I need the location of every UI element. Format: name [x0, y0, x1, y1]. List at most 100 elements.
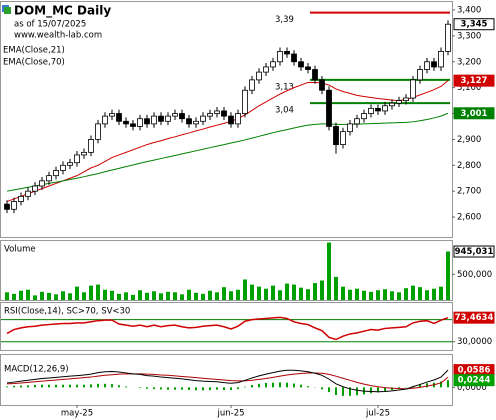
histogram-bar [167, 387, 169, 390]
line [6, 372, 449, 390]
histogram-bar [34, 385, 36, 388]
histogram-bar [125, 386, 127, 388]
histogram-bar [160, 387, 162, 390]
histogram-bar [69, 384, 71, 388]
bar [292, 284, 296, 300]
bar [5, 292, 9, 300]
bar [173, 292, 177, 300]
source: www.wealth-lab.com [14, 31, 102, 41]
line [6, 316, 449, 341]
candle-body [375, 107, 381, 112]
candle-body [305, 66, 311, 70]
candle-body [200, 115, 206, 122]
histogram-bar [139, 387, 141, 388]
bar [341, 286, 345, 300]
candle-body [277, 51, 283, 63]
candle-body [403, 97, 409, 101]
bar [432, 288, 436, 300]
bar [425, 290, 429, 300]
macd-panel [0, 354, 453, 406]
volume-panel [0, 240, 453, 301]
candle-body [270, 61, 276, 68]
bar [75, 286, 79, 300]
y-tick-label: 3,400 [457, 5, 481, 15]
candle-body [116, 113, 122, 122]
histogram-bar [181, 387, 183, 390]
candle-body [382, 105, 388, 112]
histogram-bar [335, 387, 337, 395]
bar [264, 288, 268, 300]
histogram-bar [377, 387, 379, 393]
candle-body [361, 113, 367, 120]
candle-body [123, 120, 129, 125]
x-tick-label: jun-25 [216, 409, 244, 419]
histogram-bar [349, 387, 351, 396]
line [6, 112, 449, 192]
candle-body [4, 203, 10, 210]
line [6, 369, 449, 393]
bar [61, 291, 65, 300]
rsi-panel [0, 302, 453, 351]
bar [327, 242, 331, 300]
histogram-bar [111, 384, 113, 388]
histogram-bar [13, 385, 15, 388]
candle-body [53, 170, 59, 177]
bar [411, 285, 415, 300]
candle-body [18, 195, 24, 202]
level-label: 3,39 [275, 15, 294, 25]
bar [187, 289, 191, 300]
candle-body [151, 115, 157, 125]
histogram-bar [447, 380, 449, 388]
bar [285, 283, 289, 300]
histogram-bar [321, 387, 323, 390]
bar [103, 289, 107, 300]
bar [96, 284, 100, 300]
histogram-bar [370, 387, 372, 394]
bar [243, 279, 247, 300]
histogram-bar [258, 383, 260, 388]
bar [271, 285, 275, 300]
bar [208, 290, 212, 300]
candle-body [228, 115, 234, 125]
candle-body [130, 123, 136, 127]
bar [397, 292, 401, 300]
value-badge [453, 374, 495, 387]
candle-body [326, 89, 332, 127]
histogram-bar [41, 384, 43, 388]
bar [131, 294, 135, 300]
candle-body [256, 71, 262, 81]
candle-body [298, 61, 304, 68]
histogram-bar [223, 387, 225, 390]
panel-label: MACD(12,26,9) [4, 365, 69, 375]
bar [383, 289, 387, 300]
histogram-bar [328, 387, 330, 393]
histogram-bar [356, 387, 358, 396]
histogram-bar [6, 386, 8, 388]
bar [54, 294, 58, 300]
histogram-bar [440, 381, 442, 388]
candle-body [144, 118, 150, 125]
bar [418, 287, 422, 300]
histogram-bar [76, 384, 78, 388]
histogram-bar [104, 383, 106, 388]
histogram-bar [237, 387, 239, 390]
value-badge-label: 0,0244 [458, 376, 491, 386]
candle-body [417, 69, 423, 81]
candle-body [368, 107, 374, 114]
value-badge-label: 3,127 [461, 76, 488, 86]
bar [89, 285, 93, 300]
bar [222, 287, 226, 300]
histogram-bar [174, 387, 176, 390]
histogram-bar [209, 387, 211, 390]
bar [229, 291, 233, 300]
legend-label: EMA(Close,21) [3, 46, 65, 56]
candle-body [291, 53, 297, 63]
bar [376, 290, 380, 300]
bar [404, 288, 408, 300]
candle-body [172, 113, 178, 117]
bar [313, 283, 317, 300]
value-badge-label: 3,345 [461, 20, 488, 30]
candle-body [46, 175, 52, 182]
